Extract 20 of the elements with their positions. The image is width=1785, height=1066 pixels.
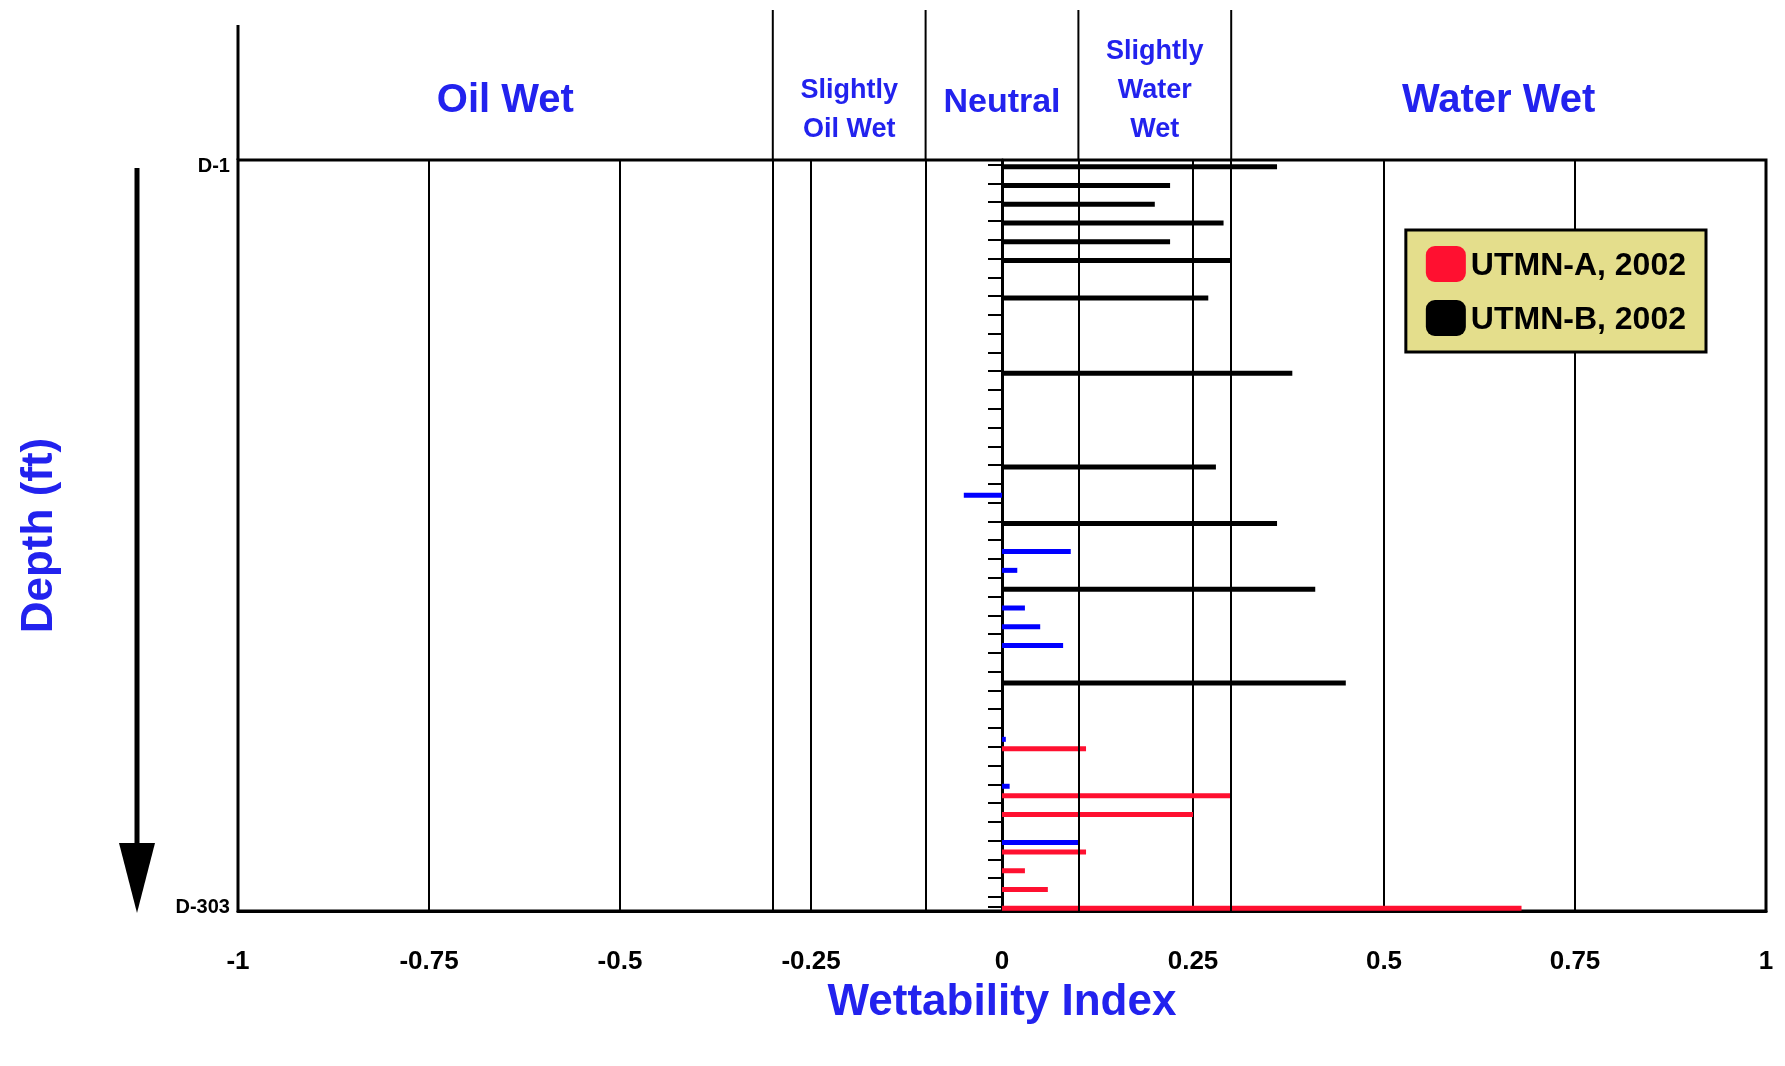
legend-label: UTMN-B, 2002 (1470, 300, 1686, 336)
text: Slightly Oil Wet (799, 72, 899, 145)
x-tick-label: -0.5 (597, 945, 643, 975)
text: Neutral (942, 79, 1062, 121)
x-tick-label: 0 (994, 945, 1010, 975)
text: Water Wet (1400, 76, 1597, 120)
x-tick-label: 0.75 (1549, 945, 1601, 975)
y-tick-label: D-303 (175, 895, 230, 918)
x-tick-label: 0.25 (1167, 945, 1219, 975)
y-tick-label: D-1 (197, 153, 230, 176)
text: Oil Wet (435, 76, 575, 120)
x-tick-label: -0.75 (399, 945, 459, 975)
y-axis-title: Depth (ft) (11, 437, 61, 634)
x-tick-label: -1 (226, 945, 250, 975)
x-tick-label: 1 (1758, 945, 1774, 975)
x-tick-label: -0.25 (781, 945, 841, 975)
text: Slightly Water Wet (1105, 33, 1205, 145)
x-axis-title: Wettability Index (827, 975, 1177, 1025)
x-tick-label: 0.5 (1365, 945, 1403, 975)
legend-label: UTMN-A, 2002 (1470, 246, 1686, 282)
